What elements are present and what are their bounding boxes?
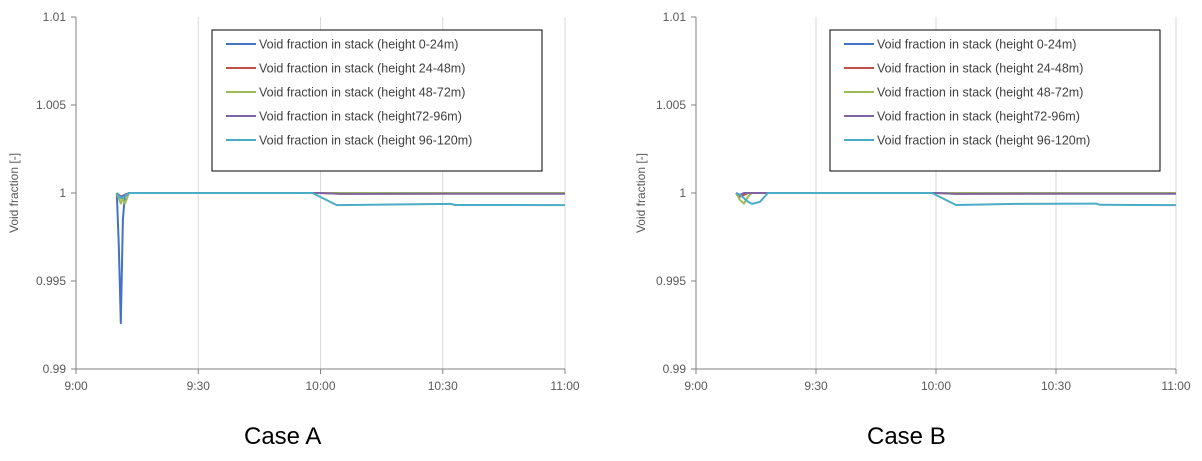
x-tick-label: 10:30: [1041, 379, 1071, 393]
y-axis-label: Void fraction [-]: [7, 153, 21, 233]
y-axis-label: Void fraction [-]: [634, 153, 648, 233]
y-tick-label: 0.995: [656, 274, 686, 288]
chart-panel-case-a: 0.99 0.995 1 1.005 1.01 9:00 9:30 10:00 10:30 11:…: [7, 10, 580, 450]
chart-panel-case-b: 0.99 0.995 1 1.005 1.01 9:00 9:30 10:00 10:30 11:…: [601, 0, 1202, 461]
chart-case-a: 0.99 0.995 1 1.005 1.01 9:00 9:30 10:00 10:30 11:…: [7, 10, 580, 393]
x-tick-label: 11:00: [550, 379, 579, 393]
legend-box: [211, 29, 543, 172]
legend-label: Void fraction in stack (height72-96m): [877, 110, 1080, 124]
caption-case-a: Case A: [244, 423, 322, 450]
series-line-1: [115, 192, 565, 325]
x-tick-label: 10:30: [428, 379, 458, 393]
legend-label: Void fraction in stack (height 0-24m): [877, 38, 1076, 52]
x-tick-label: 9:30: [804, 379, 828, 393]
legend-label: Void fraction in stack (height 24-48m): [259, 62, 465, 76]
y-tick-label: 1.01: [663, 10, 687, 24]
series-line-5: [735, 192, 1177, 207]
x-tick-label: 9:00: [684, 379, 708, 393]
chart-case-b: 0.99 0.995 1 1.005 1.01 9:00 9:30 10:00 10:30 11:…: [634, 10, 1191, 393]
x-tick-label: 11:00: [1161, 379, 1190, 393]
legend-label: Void fraction in stack (height 48-72m): [877, 86, 1083, 100]
y-tick-label: 1.005: [36, 98, 66, 112]
caption-case-b: Case B: [867, 423, 946, 450]
y-tick-label: 1.01: [43, 10, 67, 24]
y-tick-label: 1.005: [656, 98, 686, 112]
legend-label: Void fraction in stack (height 96-120m): [259, 134, 472, 148]
legend-label: Void fraction in stack (height 48-72m): [259, 86, 465, 100]
y-tick-label: 1: [679, 186, 686, 200]
legend: Void fraction in stack (height 0-24m) Voi…: [829, 29, 1161, 172]
x-tick-label: 9:30: [187, 379, 211, 393]
y-tick-label: 0.99: [663, 362, 687, 376]
legend: Void fraction in stack (height 0-24m) Voi…: [211, 29, 543, 172]
x-tick-label: 9:00: [64, 379, 88, 393]
series-line-5: [116, 192, 566, 207]
legend-label: Void fraction in stack (height 24-48m): [877, 62, 1083, 76]
legend-label: Void fraction in stack (height72-96m): [259, 110, 462, 124]
x-tick-label: 10:00: [305, 379, 335, 393]
x-tick-label: 10:00: [921, 379, 951, 393]
y-tick-label: 0.99: [43, 362, 67, 376]
y-tick-label: 1: [59, 186, 66, 200]
legend-label: Void fraction in stack (height 96-120m): [877, 134, 1090, 148]
legend-label: Void fraction in stack (height 0-24m): [259, 38, 458, 52]
legend-box: [829, 29, 1161, 172]
y-tick-label: 0.995: [36, 274, 66, 288]
